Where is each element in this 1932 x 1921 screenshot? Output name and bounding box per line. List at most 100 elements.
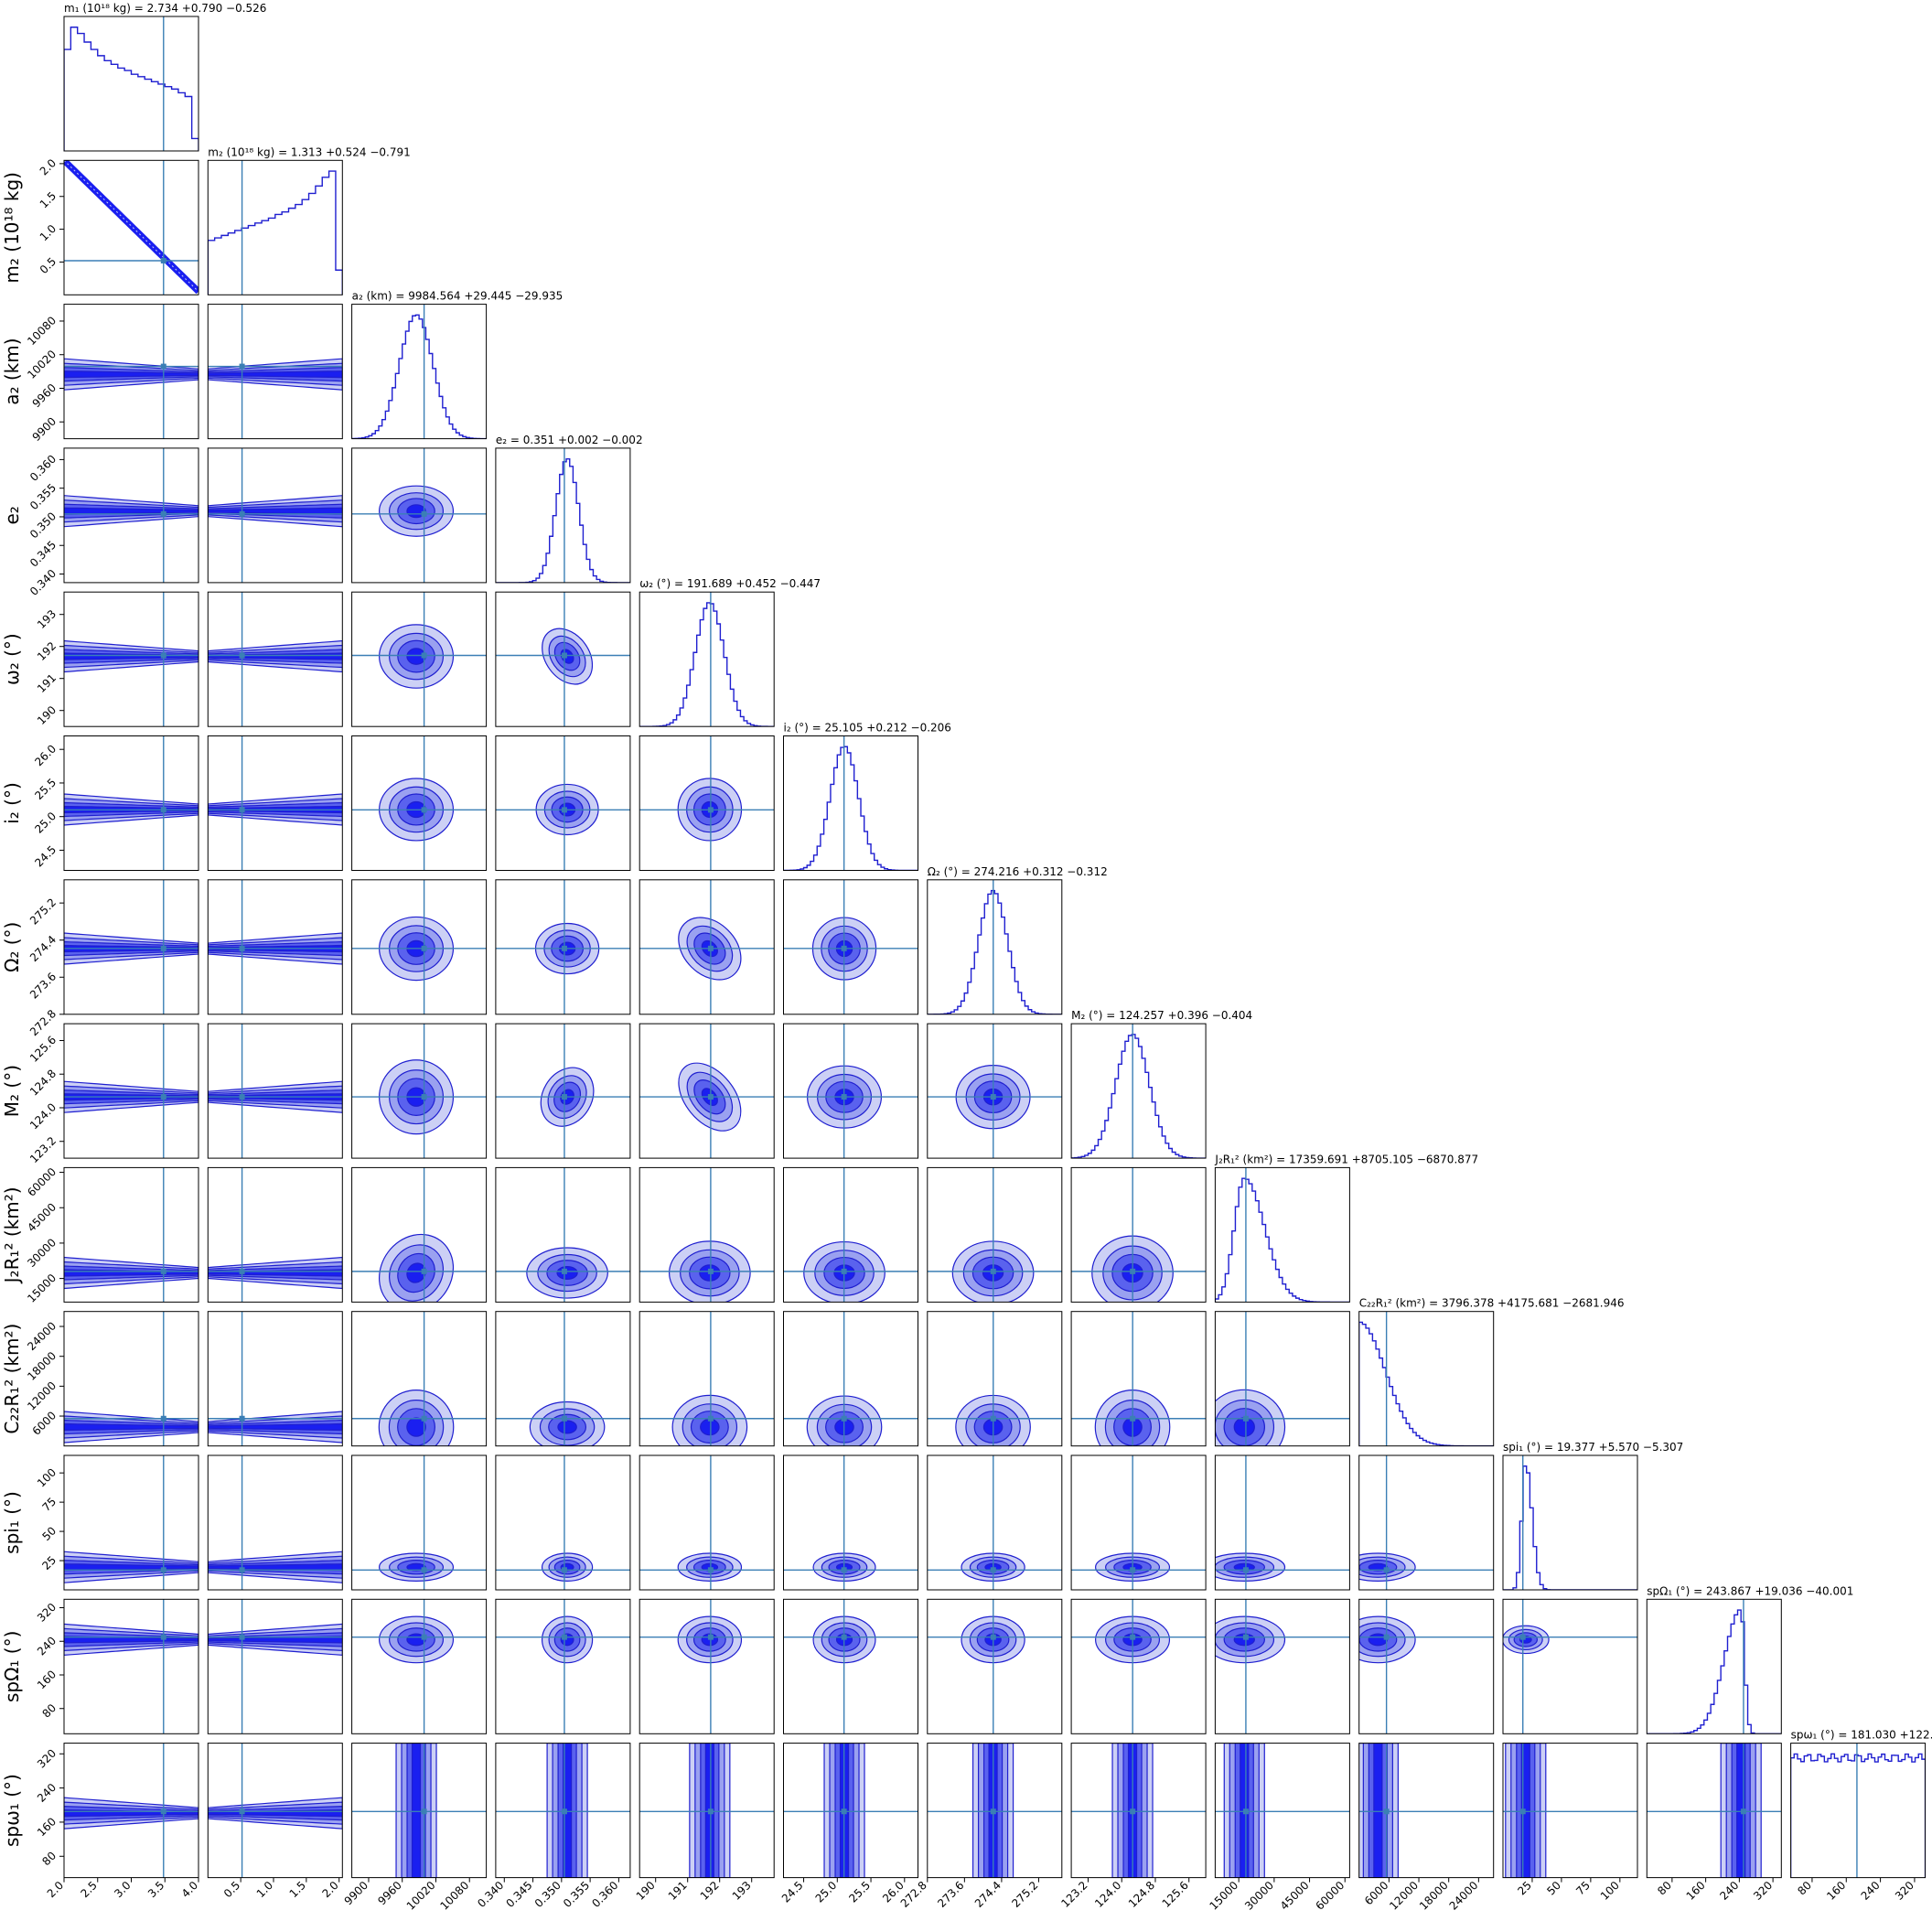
panel-frame [351, 1743, 488, 1879]
contour-panel-C22R1sq-vs-i2 [783, 1311, 918, 1447]
histogram-panel-e2: e₂ = 0.351 +0.002 −0.002 [495, 434, 643, 584]
panel-frame [63, 591, 199, 727]
y-axis-label: spi₁ (°) [1, 1491, 23, 1554]
truth-marker [990, 1808, 996, 1815]
panel-contents [639, 1311, 775, 1446]
panel-frame [63, 1311, 199, 1447]
panel-frame [639, 1454, 775, 1591]
truth-marker [421, 945, 427, 951]
panel-contents [639, 1599, 775, 1734]
truth-marker [561, 1634, 567, 1640]
panel-frame [927, 1311, 1063, 1447]
contour-panel-J2R1sq-vs-i2 [783, 1166, 918, 1303]
contour-panel-spO1-vs-m2 [207, 1598, 343, 1734]
contour-panel-w2-vs-e2 [495, 591, 631, 727]
panel-contents [64, 1743, 199, 1878]
panel-frame [207, 591, 343, 727]
panel-contents [927, 1455, 1062, 1590]
truth-marker [990, 1634, 996, 1640]
truth-marker [160, 945, 166, 951]
histogram-panel-M2: M₂ (°) = 124.257 +0.396 −0.404 [1070, 1009, 1252, 1159]
truth-marker [841, 1634, 847, 1640]
panel-frame [495, 735, 631, 871]
panel-frame [1214, 1166, 1350, 1303]
panel-frame [639, 591, 775, 727]
truth-marker [990, 1094, 996, 1100]
contour-level-4 [700, 1418, 720, 1436]
y-axis-label: M₂ (°) [1, 1065, 23, 1117]
truth-marker [841, 945, 847, 951]
truth-marker [421, 1094, 427, 1100]
panel-frame [207, 1598, 343, 1734]
panel-contents [1503, 1743, 1637, 1878]
contour-level-4 [1373, 1743, 1383, 1878]
panel-frame [63, 1023, 199, 1159]
histogram-panel-O2: Ω₂ (°) = 274.216 +0.312 −0.312 [927, 865, 1108, 1015]
truth-marker [841, 1567, 847, 1573]
contour-panel-spO1-vs-O2 [927, 1598, 1063, 1734]
panel-contents [639, 1743, 775, 1878]
truth-marker [160, 1808, 166, 1815]
contour-panel-spO1-vs-C22R1sq [1358, 1598, 1495, 1734]
contour-panel-O2-vs-m2 [207, 879, 343, 1015]
truth-marker [421, 1415, 427, 1422]
panel-frame [207, 735, 343, 871]
truth-marker [561, 1268, 567, 1274]
truth-marker [160, 258, 166, 264]
contour-panel-O2-vs-a2 [351, 879, 488, 1015]
panel-contents [208, 735, 343, 871]
panel-contents [1071, 1024, 1207, 1159]
contour-panel-C22R1sq-vs-e2 [495, 1311, 631, 1447]
panel-frame [351, 304, 488, 440]
truth-marker [239, 1634, 245, 1640]
panel-frame [1214, 1743, 1350, 1879]
panel-contents [495, 1599, 630, 1734]
contour-panel-J2R1sq-vs-e2 [495, 1166, 631, 1303]
panel-contents [64, 447, 199, 583]
truth-marker [1383, 1567, 1390, 1573]
panel-frame [495, 1743, 631, 1879]
contour-level-4 [411, 1743, 422, 1878]
panel-frame [351, 1598, 488, 1734]
panel-frame [1646, 1743, 1782, 1879]
panel-contents [64, 1455, 199, 1590]
panel-frame [63, 16, 199, 152]
contour-panel-spi1-vs-i2 [783, 1454, 918, 1591]
panel-frame [639, 1023, 775, 1159]
histogram-step-line [927, 889, 1062, 1014]
histogram-panel-m2: m₂ (10¹⁸ kg) = 1.313 +0.524 −0.791 [207, 145, 411, 295]
panel-frame [1070, 1454, 1207, 1591]
contour-panel-C22R1sq-vs-w2 [639, 1311, 775, 1447]
panel-frame [207, 1743, 343, 1879]
panel-frame [351, 735, 488, 871]
panel-contents [208, 1024, 343, 1159]
panel-frame [783, 1166, 918, 1303]
truth-marker [1130, 1268, 1136, 1274]
contour-panel-i2-vs-m2 [207, 735, 343, 871]
contour-panel-spi1-vs-M2 [1070, 1454, 1207, 1591]
panel-frame [207, 879, 343, 1015]
panel-contents [495, 592, 630, 727]
panel-title: spΩ₁ (°) = 243.867 +19.036 −40.001 [1647, 1584, 1853, 1597]
panel-contents [208, 592, 343, 727]
y-axis-label: J₂R₁² (km²) [1, 1186, 23, 1284]
contour-level-4 [64, 1422, 199, 1432]
contour-panel-spO1-vs-a2 [351, 1598, 488, 1734]
panel-frame [207, 1023, 343, 1159]
panel-frame [639, 735, 775, 871]
panel-contents [639, 1167, 775, 1303]
panel-contents [64, 16, 199, 151]
y-axis-label: e₂ [1, 506, 23, 524]
panel-frame [1070, 1311, 1207, 1447]
contour-panel-i2-vs-a2 [351, 735, 488, 871]
panel-title: spω₁ (°) = 181.030 +122.215 −123.464 [1791, 1729, 1932, 1742]
contour-panel-J2R1sq-vs-O2 [927, 1166, 1063, 1303]
contour-level-4 [1368, 1562, 1389, 1572]
panel-contents [64, 735, 199, 871]
panel-frame [63, 879, 199, 1015]
panel-frame [1358, 1598, 1495, 1734]
histogram-step-line [639, 602, 775, 727]
truth-marker [707, 1567, 714, 1573]
